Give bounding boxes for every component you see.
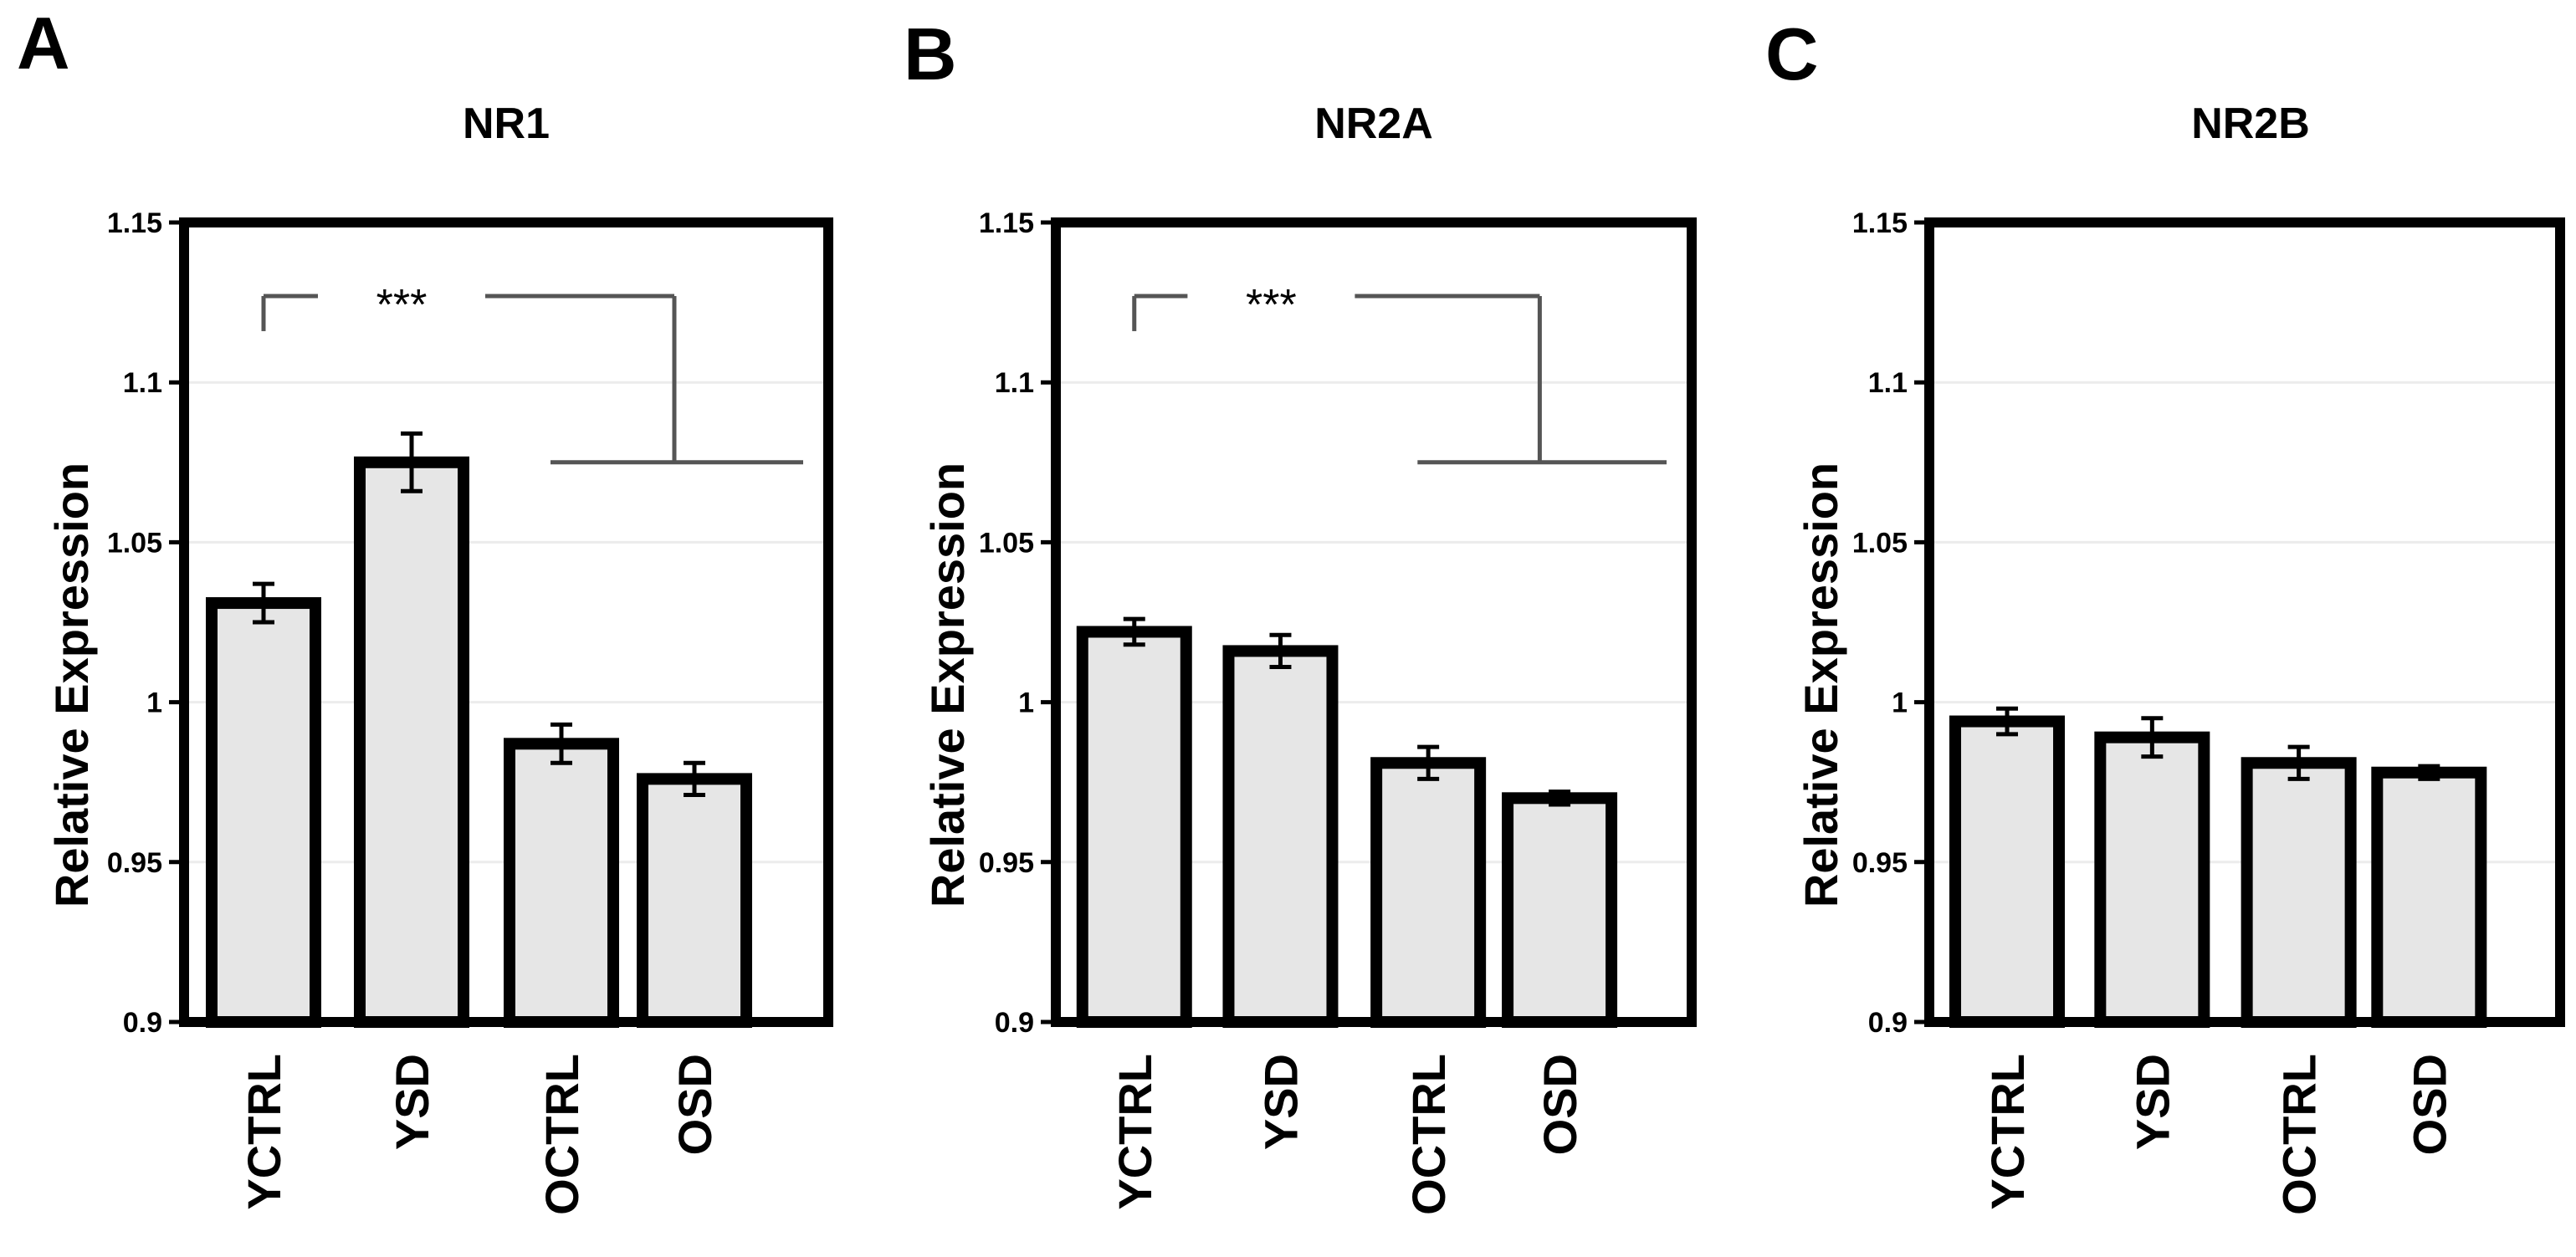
x-tick-label-osd: OSD bbox=[668, 1054, 721, 1155]
y-tick-label: 0.95 bbox=[979, 847, 1034, 879]
error-bar-ysd bbox=[2141, 716, 2164, 759]
x-tick-label-yctrl: YCTRL bbox=[1981, 1054, 2034, 1210]
chart-title: NR2B bbox=[2191, 100, 2310, 148]
chart-title: NR2A bbox=[1314, 100, 1433, 148]
bar-yctrl bbox=[206, 597, 321, 1029]
y-axis-label: Relative Expression bbox=[921, 462, 974, 907]
bar-octrl bbox=[504, 738, 619, 1028]
plot-frame bbox=[1924, 217, 2565, 1027]
panel-letter-a: A bbox=[17, 2, 70, 84]
y-tick-label: 1.05 bbox=[1852, 527, 1908, 559]
y-tick-label: 0.95 bbox=[1852, 847, 1908, 879]
error-bar-osd bbox=[1549, 789, 1571, 807]
y-tick-label: 1.05 bbox=[979, 527, 1034, 559]
significance-bracket: *** bbox=[261, 281, 803, 465]
bar-octrl bbox=[1370, 757, 1487, 1028]
error-bar-yctrl bbox=[253, 581, 274, 625]
error-bar-octrl bbox=[2287, 744, 2310, 781]
error-bar-octrl bbox=[551, 722, 572, 765]
significance-label: *** bbox=[1246, 281, 1297, 330]
significance-bracket: *** bbox=[1132, 281, 1667, 465]
bar-ysd bbox=[354, 456, 469, 1028]
panel-letter-c: C bbox=[1765, 13, 1819, 95]
bar-yctrl bbox=[1076, 626, 1192, 1028]
error-bar-yctrl bbox=[1123, 616, 1145, 647]
panel-nr2b: C NR2B 0.9 0.95 1 1.05 1.1 1.15 Relative Express… bbox=[1765, 13, 2565, 1215]
x-tick-label-yctrl: YCTRL bbox=[238, 1054, 290, 1210]
significance-label: *** bbox=[376, 281, 428, 330]
y-axis-label: Relative Expression bbox=[1795, 462, 1847, 907]
x-tick-label-ysd: YSD bbox=[2126, 1054, 2179, 1150]
panel-nr2a: B NR2A 0.9 0.95 1 1.05 1.1 1.15 Relative Express… bbox=[904, 13, 1697, 1215]
x-tick-label-octrl: OCTRL bbox=[2273, 1054, 2326, 1215]
bar-ysd bbox=[2094, 731, 2210, 1028]
y-tick-label: 1.05 bbox=[107, 527, 162, 559]
bar-yctrl bbox=[1949, 715, 2066, 1028]
x-tick-label-octrl: OCTRL bbox=[1402, 1054, 1455, 1215]
x-tick-label-octrl: OCTRL bbox=[535, 1054, 588, 1215]
x-tick-label-osd: OSD bbox=[1534, 1054, 1586, 1155]
error-bar-ysd bbox=[401, 431, 423, 493]
y-tick-label: 0.9 bbox=[1868, 1007, 1908, 1039]
x-tick-label-osd: OSD bbox=[2403, 1054, 2456, 1155]
y-tick-label: 1 bbox=[146, 687, 162, 719]
bar-osd bbox=[1502, 792, 1618, 1028]
panels-container: A NR1 0.9 0.95 1 1.05 1.1 1.15 Relative Expressi… bbox=[17, 2, 2565, 1215]
bar-octrl bbox=[2241, 757, 2357, 1028]
x-tick-label-ysd: YSD bbox=[386, 1054, 438, 1150]
plot-frame bbox=[179, 217, 833, 1027]
x-tick-label-ysd: YSD bbox=[1254, 1054, 1307, 1150]
y-tick-label: 1 bbox=[1892, 687, 1908, 719]
chart-title: NR1 bbox=[463, 100, 550, 148]
y-tick-label: 0.95 bbox=[107, 847, 162, 879]
error-bar-yctrl bbox=[1996, 706, 2019, 737]
y-axis-label: Relative Expression bbox=[45, 462, 98, 907]
y-tick-label: 1.1 bbox=[995, 367, 1034, 399]
y-tick-label: 1.15 bbox=[1852, 207, 1908, 239]
panel-nr1: A NR1 0.9 0.95 1 1.05 1.1 1.15 Relative Expressi… bbox=[17, 2, 833, 1215]
y-tick-label: 0.9 bbox=[995, 1007, 1034, 1039]
y-tick-label: 1.15 bbox=[979, 207, 1034, 239]
y-tick-label: 1 bbox=[1018, 687, 1034, 719]
error-bar-osd bbox=[2418, 764, 2440, 781]
bar-osd bbox=[637, 773, 752, 1028]
error-bar-octrl bbox=[1417, 744, 1440, 781]
y-tick-label: 1.1 bbox=[123, 367, 162, 399]
bar-osd bbox=[2371, 766, 2487, 1029]
error-bar-osd bbox=[684, 760, 705, 797]
x-tick-label-yctrl: YCTRL bbox=[1109, 1054, 1161, 1210]
y-tick-label: 0.9 bbox=[123, 1007, 162, 1039]
panel-letter-b: B bbox=[904, 13, 957, 95]
plot-frame bbox=[1051, 217, 1697, 1027]
y-tick-label: 1.1 bbox=[1868, 367, 1908, 399]
y-tick-label: 1.15 bbox=[107, 207, 162, 239]
bar-ysd bbox=[1222, 645, 1339, 1029]
error-bar-ysd bbox=[1269, 632, 1292, 670]
